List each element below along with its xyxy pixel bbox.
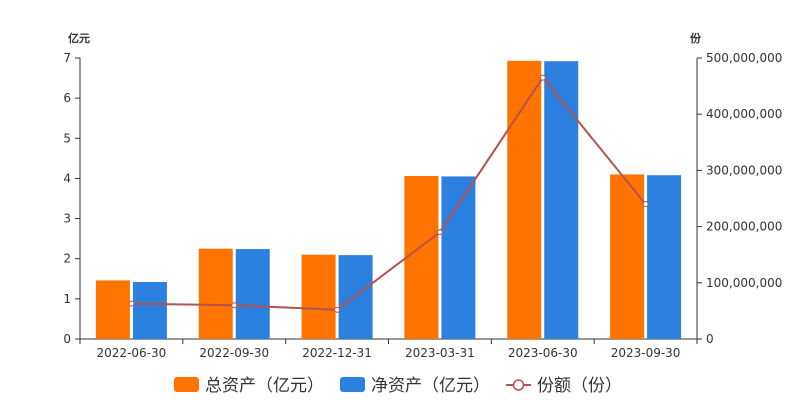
- shares-line: [131, 75, 647, 311]
- left-tick-label: 2: [63, 252, 71, 266]
- shares-point: [334, 306, 341, 313]
- right-axis-unit: 份: [690, 31, 702, 45]
- total-assets-bar: [301, 254, 336, 339]
- left-tick-label: 0: [63, 332, 71, 346]
- shares-point: [436, 229, 443, 236]
- x-tick-label: 2022-06-30: [97, 346, 167, 360]
- right-tick-label: 300,000,000: [706, 163, 782, 177]
- shares-point: [539, 74, 546, 81]
- net-assets-bar: [544, 61, 579, 340]
- legend-label: 净资产（亿元）: [371, 376, 490, 396]
- left-tick-label: 7: [63, 51, 71, 65]
- right-tick-label: 100,000,000: [706, 276, 782, 290]
- x-tick-label: 2023-09-30: [611, 346, 681, 360]
- net-assets-bar: [235, 249, 270, 339]
- legend-net-assets-swatch: [340, 377, 365, 392]
- net-assets-bar: [647, 175, 682, 339]
- x-tick-label: 2022-12-31: [302, 346, 372, 360]
- legend-total-assets-swatch: [174, 377, 199, 392]
- shares-point: [128, 300, 135, 307]
- total-assets-bar: [198, 248, 233, 339]
- total-assets-bar: [507, 60, 542, 340]
- x-tick-label: 2023-03-31: [405, 346, 475, 360]
- right-tick-label: 200,000,000: [706, 220, 782, 234]
- left-tick-label: 1: [63, 292, 71, 306]
- left-tick-label: 6: [63, 91, 71, 105]
- left-tick-label: 3: [63, 212, 71, 226]
- total-assets-bar: [95, 280, 130, 339]
- shares-point: [231, 302, 238, 309]
- total-assets-bar: [404, 176, 439, 339]
- legend-label: 总资产（亿元）: [205, 376, 324, 396]
- shares-point: [642, 201, 649, 208]
- right-tick-label: 500,000,000: [706, 51, 782, 65]
- left-axis-unit: 亿元: [68, 31, 90, 45]
- right-tick-label: 400,000,000: [706, 107, 782, 121]
- net-assets-bar: [441, 176, 476, 339]
- left-tick-label: 5: [63, 131, 71, 145]
- x-tick-label: 2022-09-30: [199, 346, 269, 360]
- total-assets-bar: [610, 174, 645, 339]
- left-tick-label: 4: [63, 171, 71, 185]
- x-tick-label: 2023-06-30: [508, 346, 578, 360]
- legend-shares-swatch-marker: [512, 379, 525, 391]
- net-assets-bar: [132, 281, 167, 339]
- right-tick-label: 0: [706, 332, 714, 346]
- legend-label: 份额（份）: [537, 376, 622, 396]
